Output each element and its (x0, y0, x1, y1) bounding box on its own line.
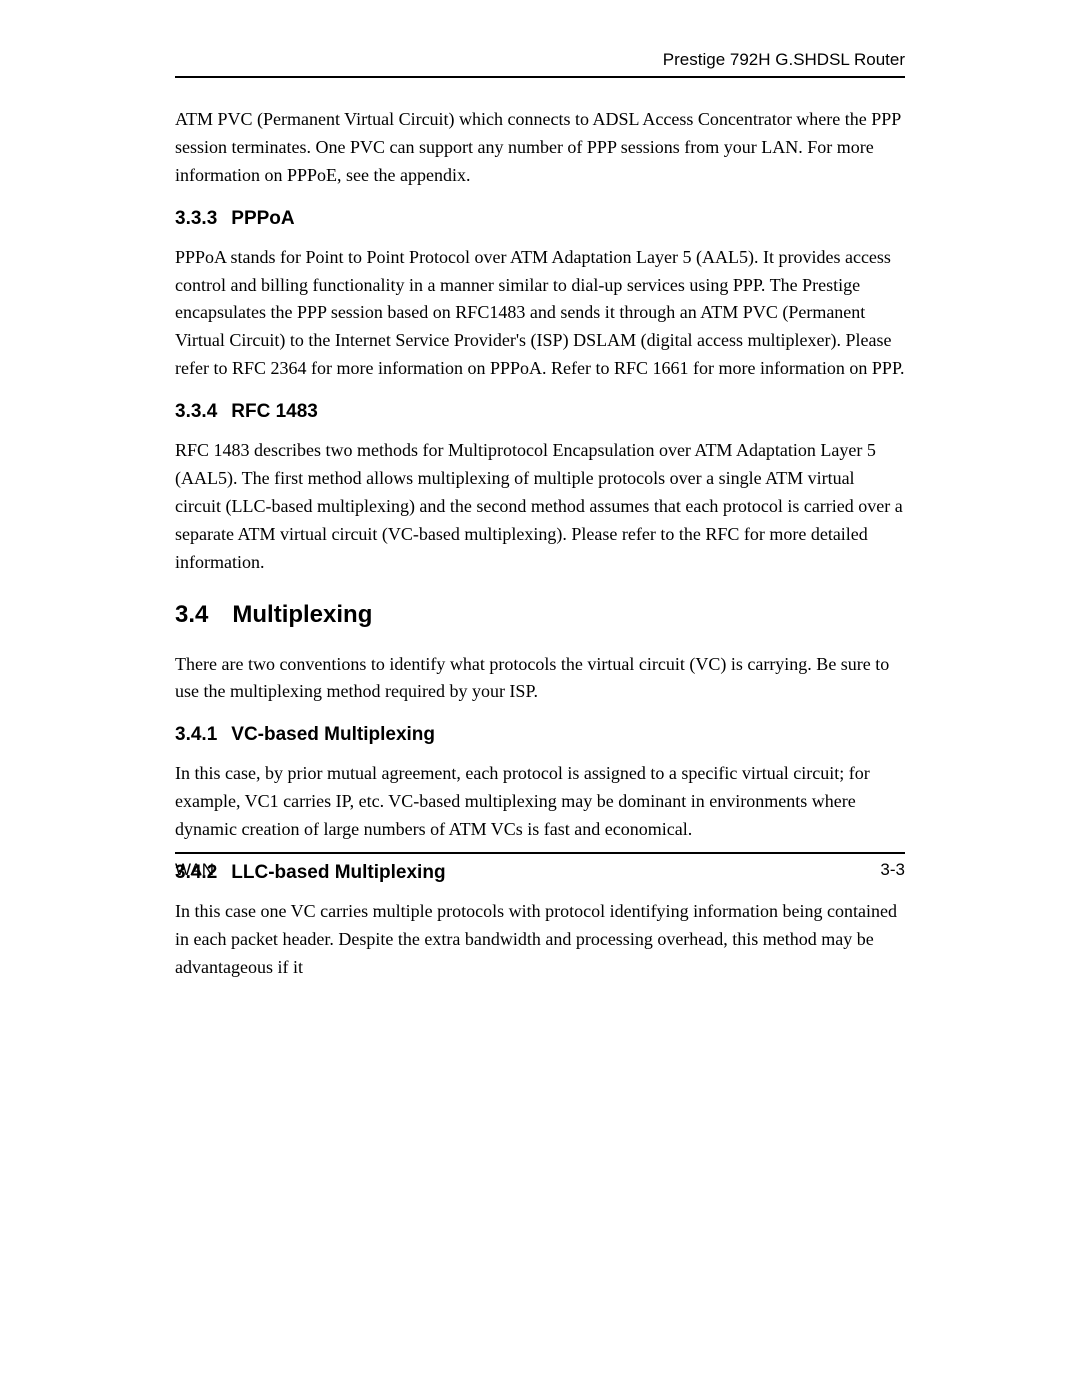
body-rfc1483: RFC 1483 describes two methods for Multi… (175, 437, 905, 576)
body-vc-based: In this case, by prior mutual agreement,… (175, 760, 905, 844)
heading-number: 3.3.4 (175, 401, 217, 423)
footer-section: WAN (175, 860, 214, 880)
page-header: Prestige 792H G.SHDSL Router (175, 50, 905, 78)
heading-rfc1483: 3.3.4 RFC 1483 (175, 401, 905, 423)
page-footer: WAN 3-3 (175, 852, 905, 880)
heading-title: Multiplexing (232, 601, 372, 628)
body-llc-based: In this case one VC carries multiple pro… (175, 898, 905, 982)
heading-vc-based: 3.4.1 VC-based Multiplexing (175, 724, 905, 746)
body-pppoa: PPPoA stands for Point to Point Protocol… (175, 244, 905, 383)
heading-title: PPPoA (231, 208, 294, 229)
heading-multiplexing: 3.4 Multiplexing (175, 601, 905, 629)
heading-number: 3.3.3 (175, 208, 217, 230)
heading-title: VC-based Multiplexing (231, 724, 435, 745)
footer-page-number: 3-3 (880, 860, 905, 880)
heading-number: 3.4.1 (175, 724, 217, 746)
document-page: Prestige 792H G.SHDSL Router ATM PVC (Pe… (0, 0, 1080, 1397)
intro-paragraph: ATM PVC (Permanent Virtual Circuit) whic… (175, 106, 905, 190)
heading-title: RFC 1483 (231, 401, 318, 422)
body-multiplexing: There are two conventions to identify wh… (175, 651, 905, 707)
heading-pppoa: 3.3.3 PPPoA (175, 208, 905, 230)
heading-number: 3.4 (175, 601, 208, 629)
